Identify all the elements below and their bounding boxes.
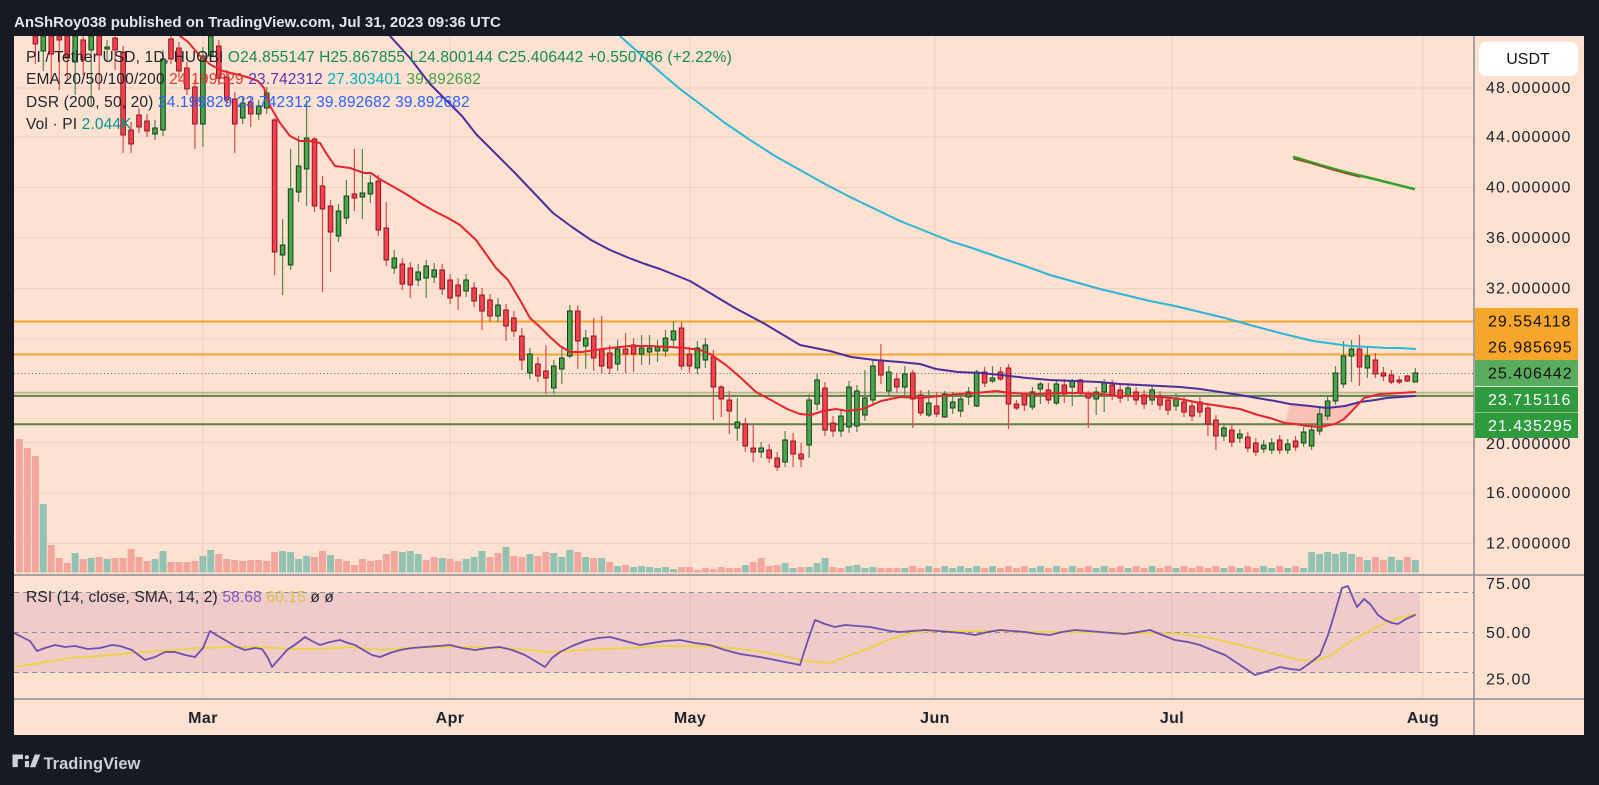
svg-text:44.000000: 44.000000 [1486,129,1572,146]
svg-text:EMA 20/50/100/200 24.199829 23: EMA 20/50/100/200 24.199829 23.742312 27… [26,71,481,88]
svg-text:Jun: Jun [920,710,950,727]
svg-text:36.000000: 36.000000 [1486,230,1572,247]
svg-text:48.000000: 48.000000 [1486,80,1572,97]
svg-text:25.00: 25.00 [1486,672,1532,689]
svg-text:PI / Tether USD, 1D, HUOBI O2: PI / Tether USD, 1D, HUOBI O24.855147 H2… [26,49,732,66]
svg-text:16.000000: 16.000000 [1486,485,1572,502]
svg-text:DSR (200, 50, 20) 24.199829 2: DSR (200, 50, 20) 24.199829 23.742312 39… [26,94,470,111]
svg-text:40.000000: 40.000000 [1486,180,1572,197]
svg-text:29.554118: 29.554118 [1488,314,1571,331]
svg-text:20.000000: 20.000000 [1486,436,1572,453]
svg-text:AnShRoy038 published on Tradin: AnShRoy038 published on TradingView.com,… [14,14,501,31]
svg-text:Jul: Jul [1160,710,1184,727]
svg-text:25.406442: 25.406442 [1488,366,1573,383]
svg-text:26.985695: 26.985695 [1488,340,1573,357]
svg-text:Mar: Mar [188,710,218,727]
svg-text:12.000000: 12.000000 [1486,536,1572,553]
svg-text:Aug: Aug [1407,710,1439,727]
svg-text:May: May [674,710,706,727]
svg-text:TradingView: TradingView [44,755,141,773]
svg-text:32.000000: 32.000000 [1486,281,1572,298]
svg-text:50.00: 50.00 [1486,625,1532,642]
svg-text:23.715116: 23.715116 [1488,392,1571,409]
svg-text:75.00: 75.00 [1486,576,1532,593]
svg-text:21.435295: 21.435295 [1488,418,1573,435]
svg-text:RSI (14, close, SMA, 14, 2) 58: RSI (14, close, SMA, 14, 2) 58.68 60.15 … [26,589,334,606]
svg-text:USDT: USDT [1506,51,1550,68]
svg-text:Apr: Apr [436,710,465,727]
svg-text:Vol · PI 2.044K: Vol · PI 2.044K [26,116,132,133]
